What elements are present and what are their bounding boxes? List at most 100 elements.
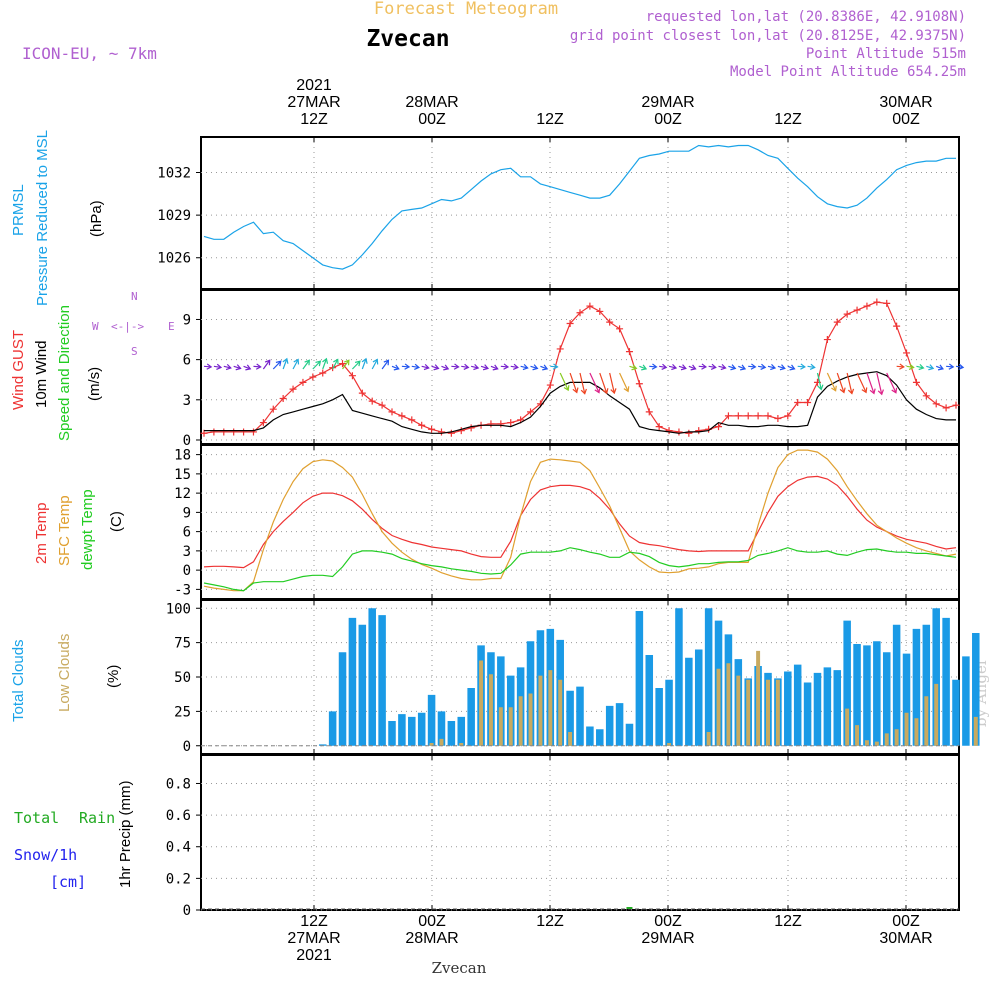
wind-direction-arrow: [233, 365, 241, 370]
wind-direction-arrow: [282, 358, 288, 370]
total-cloud-bar: [863, 645, 871, 746]
low-cloud-bar: [548, 670, 553, 746]
wind-arrow-head: [869, 388, 876, 395]
wind-direction-arrow: [461, 365, 469, 369]
low-cloud-bar: [558, 679, 563, 746]
wind-direction-arrow: [797, 365, 805, 368]
bottom-time-label-line3: 2021: [296, 947, 332, 964]
y-tick-label: 1026: [157, 251, 191, 267]
wind-direction-arrow: [203, 365, 212, 368]
top-time-label-line2: 28MAR: [405, 94, 459, 111]
wind-arrow-head: [542, 364, 549, 371]
p5-label-total: Total: [14, 809, 60, 827]
gust-point: [695, 427, 703, 435]
y-tick-label: 25: [174, 704, 191, 720]
top-time-label-line2: 30MAR: [879, 94, 933, 111]
gust-point: [487, 420, 495, 428]
wind-arrow-head: [552, 363, 559, 370]
total-cloud-bar: [338, 652, 347, 746]
total-cloud-bar: [447, 721, 456, 746]
total-cloud-bar: [665, 679, 673, 746]
wind-arrow-head: [958, 363, 965, 370]
total-cloud-bar: [388, 721, 396, 746]
y-tick-label: 3: [183, 393, 191, 409]
gust-point: [556, 345, 564, 353]
gust-point: [269, 405, 277, 413]
wind-arrow-head: [789, 364, 796, 371]
wind-arrow-head: [354, 360, 361, 367]
wind-direction-arrow: [826, 372, 837, 391]
gust-point: [873, 298, 881, 306]
gust-point: [527, 408, 535, 416]
wind-direction-arrow: [451, 365, 459, 368]
total-cloud-bar: [368, 608, 376, 746]
gust-point: [912, 378, 920, 386]
low-cloud-bar: [528, 693, 533, 746]
p5-label-snow: Snow/1h: [14, 846, 78, 864]
gust-point: [437, 428, 445, 436]
y-tick-label: 9: [183, 505, 191, 521]
wind-direction-arrow: [272, 360, 282, 370]
gust-point: [893, 322, 901, 330]
bottom-time-label-line2: 28MAR: [405, 930, 459, 947]
total-cloud-bar: [378, 615, 386, 746]
total-cloud-bar: [853, 644, 861, 746]
series-line: [203, 475, 957, 569]
point-altitude: Point Altitude 515m: [805, 46, 966, 62]
wind-arrow-head: [661, 363, 668, 370]
chart-title: Forecast Meteogram: [373, 0, 559, 19]
y-tick-label: 6: [183, 353, 191, 369]
wind-direction-arrow: [629, 365, 637, 370]
wind-arrow-head: [275, 360, 282, 367]
top-time-label-line3: 12Z: [536, 111, 564, 128]
wind-arrow-head: [891, 387, 898, 394]
low-cloud-bar: [904, 712, 909, 746]
wind-arrow-head: [423, 363, 430, 371]
total-cloud-bar: [328, 711, 337, 746]
wind-arrow-head: [443, 364, 450, 371]
y-tick-label: 0.8: [166, 776, 191, 792]
wind-direction-arrow: [787, 365, 795, 370]
wind-direction-arrow: [946, 365, 954, 368]
gust-point: [240, 428, 248, 436]
y-tick-label: 0.2: [166, 871, 191, 887]
p5-label-cm: [cm]: [50, 873, 87, 891]
gust-point: [299, 378, 307, 386]
gust-point: [388, 408, 396, 416]
top-time-label-line3: 12Z: [774, 111, 802, 128]
wind-direction-arrow: [718, 365, 726, 369]
wind-arrow-head: [264, 359, 271, 366]
low-cloud-bar: [855, 725, 860, 746]
low-cloud-bar: [706, 732, 711, 746]
low-cloud-bar: [459, 743, 464, 746]
wind-arrow-head: [482, 364, 490, 371]
gust-point: [279, 394, 287, 402]
compass-s: S: [131, 345, 138, 358]
total-cloud-bar: [576, 686, 584, 746]
wind-arrow-head: [344, 359, 350, 366]
wind-direction-arrow: [807, 365, 815, 369]
wind-arrow-head: [730, 364, 737, 371]
total-cloud-bar: [318, 744, 327, 746]
low-cloud-bar: [756, 650, 761, 746]
y-tick-label: 18: [174, 448, 191, 464]
top-time-label-line1: 2021: [296, 77, 332, 94]
low-cloud-bar: [726, 663, 731, 746]
compass-n: N: [131, 290, 138, 303]
total-cloud-bar: [605, 705, 614, 746]
wind-arrow-head: [760, 363, 767, 370]
gust-point: [447, 429, 455, 437]
gust-point: [784, 412, 792, 420]
bottom-time-label-line1: 12Z: [774, 913, 802, 930]
wind-direction-arrow: [441, 365, 449, 370]
wind-direction-arrow: [342, 359, 350, 370]
wind-direction-arrow: [431, 365, 439, 370]
bottom-time-label-line2: 27MAR: [287, 930, 341, 947]
y-tick-label: 0: [183, 433, 191, 449]
wind-direction-arrow: [836, 372, 845, 393]
gust-point: [645, 408, 653, 416]
wind-arrow-head: [928, 364, 935, 371]
gust-point: [576, 309, 584, 317]
gust-point: [823, 336, 831, 344]
